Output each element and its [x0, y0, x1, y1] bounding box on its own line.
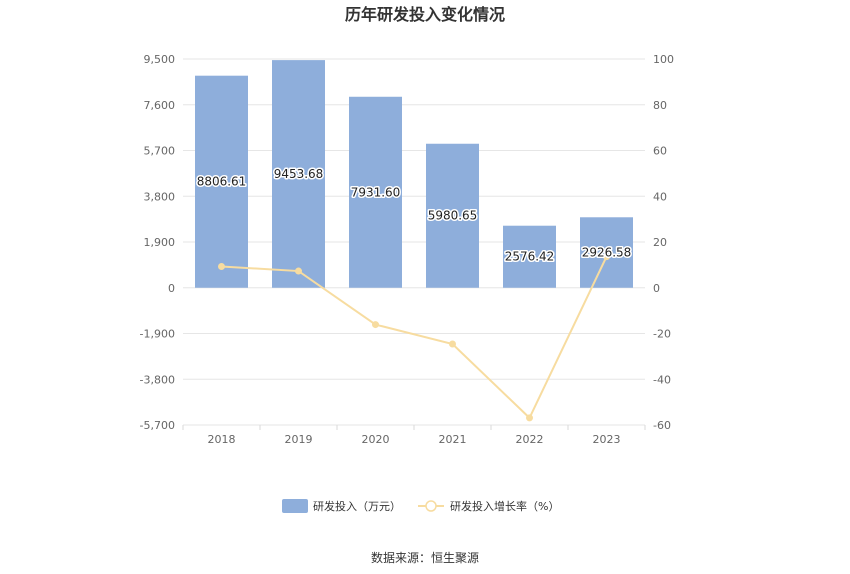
y-right-tick-label: -40 [653, 373, 671, 386]
growth-point [295, 267, 302, 275]
y-left-tick-label: -1,900 [140, 328, 175, 341]
bar [503, 225, 556, 288]
legend-line-marker [425, 500, 437, 512]
chart-title: 历年研发投入变化情况 [345, 5, 505, 24]
y-right-tick-label: -20 [653, 328, 671, 341]
source-note: 数据来源：恒生聚源 [371, 550, 479, 565]
bar-value-label: 2576.42 [505, 250, 555, 264]
legend-item-bars[interactable]: 研发投入（万元） [282, 499, 401, 513]
y-left-tick-label: 1,900 [144, 236, 176, 249]
growth-point [449, 340, 456, 348]
bar-value-label: 8806.61 [197, 175, 247, 189]
line-series [218, 253, 610, 422]
growth-point [526, 414, 533, 422]
bar-value-label: 9453.68 [274, 167, 324, 181]
bar [195, 75, 248, 288]
bar [349, 96, 402, 288]
y-axis-right: 100 80 60 40 20 0 -20 -40 -60 [653, 53, 674, 432]
bar-value-label: 7931.60 [351, 185, 401, 199]
y-right-tick-label: 20 [653, 236, 667, 249]
x-tick-label: 2020 [362, 433, 390, 446]
legend-item-line[interactable]: 研发投入增长率（%） [418, 499, 559, 513]
growth-point [218, 262, 225, 270]
bar [272, 60, 325, 288]
y-right-tick-label: 100 [653, 53, 674, 66]
legend-bar-swatch [282, 499, 308, 513]
x-tick-label: 2023 [593, 433, 621, 446]
bar [426, 143, 479, 288]
legend-line-label: 研发投入增长率（%） [450, 499, 559, 513]
y-left-tick-label: -3,800 [140, 373, 175, 386]
growth-point [372, 321, 379, 329]
y-left-tick-label: -5,700 [140, 419, 175, 432]
y-right-tick-label: 40 [653, 190, 667, 203]
y-right-tick-label: -60 [653, 419, 671, 432]
y-left-tick-label: 3,800 [144, 190, 176, 203]
y-right-tick-label: 60 [653, 145, 667, 158]
y-left-tick-label: 0 [168, 282, 175, 295]
y-left-tick-label: 7,600 [144, 99, 176, 112]
y-left-tick-label: 9,500 [144, 53, 176, 66]
growth-line [221, 256, 608, 420]
bar-value-label: 2926.58 [582, 246, 632, 260]
y-left-tick-label: 5,700 [144, 145, 176, 158]
growth-point [603, 253, 610, 261]
x-tick-label: 2018 [208, 433, 236, 446]
legend: 研发投入（万元） 研发投入增长率（%） [282, 499, 559, 513]
data-labels: 8806.61 9453.68 7931.60 5980.65 2576.42 2926.… [195, 165, 633, 265]
bar-series [195, 60, 633, 288]
legend-bar-label: 研发投入（万元） [313, 499, 401, 513]
y-right-tick-label: 0 [653, 282, 660, 295]
bar-value-label: 5980.65 [428, 209, 478, 223]
bar [580, 217, 633, 288]
x-axis: 2018 2019 2020 2021 2022 2023 [182, 425, 646, 446]
x-tick-label: 2019 [285, 433, 313, 446]
x-tick-label: 2022 [516, 433, 544, 446]
y-axis-left: 9,500 7,600 5,700 3,800 1,900 0 -1,900 -3,800 -5… [140, 53, 175, 432]
y-right-tick-label: 80 [653, 99, 667, 112]
x-tick-label: 2021 [439, 433, 467, 446]
grid-lines [183, 58, 645, 426]
